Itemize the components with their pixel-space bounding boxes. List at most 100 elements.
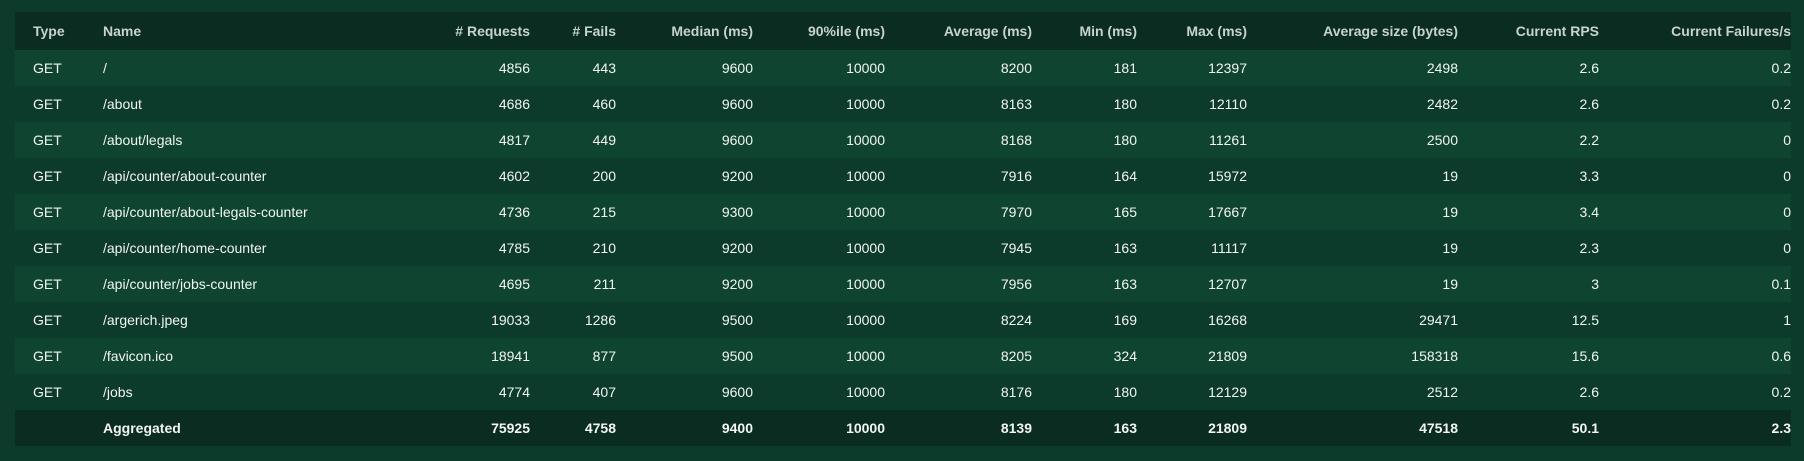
cell-median: 9200 — [721, 276, 753, 292]
column-header-median[interactable]: Median (ms) — [671, 23, 753, 39]
cell-p90: 10000 — [846, 276, 885, 292]
cell-avg-size: 2500 — [1426, 132, 1458, 148]
cell-min: 165 — [1113, 204, 1137, 220]
cell-min: 164 — [1113, 168, 1137, 184]
table-row: GET/api/counter/jobs-counter 4695 211 9200 1… — [15, 266, 1791, 302]
cell-current-rps: 2.3 — [1579, 240, 1599, 256]
cell-min: 163 — [1113, 240, 1137, 256]
table-header-row: Type Name # Requests # Fails Median (ms) 90%i… — [15, 12, 1791, 50]
cell-type: GET — [33, 132, 62, 148]
cell-median: 9200 — [721, 168, 753, 184]
cell-fails: 211 — [593, 276, 616, 292]
cell-max: 17667 — [1208, 204, 1247, 220]
cell-p90: 10000 — [846, 240, 885, 256]
column-header-current-failures[interactable]: Current Failures/s — [1671, 23, 1791, 39]
cell-type: GET — [33, 240, 62, 256]
table-row: GET/api/counter/about-legals-counter 4736… — [15, 194, 1791, 230]
cell-p90: 10000 — [846, 60, 885, 76]
table-row: GET/about/legals 4817 449 9600 10000 8168 180 1… — [15, 122, 1791, 158]
column-header-p90[interactable]: 90%ile (ms) — [807, 23, 885, 39]
cell-average: 7970 — [1000, 204, 1032, 220]
aggregated-type — [15, 410, 103, 446]
cell-average: 7945 — [1000, 240, 1032, 256]
cell-requests: 18941 — [491, 348, 530, 364]
cell-current-rps: 2.6 — [1579, 96, 1599, 112]
column-header-current-rps[interactable]: Current RPS — [1515, 23, 1599, 39]
cell-median: 9600 — [721, 96, 753, 112]
cell-min: 180 — [1113, 132, 1137, 148]
cell-avg-size: 19 — [1442, 240, 1458, 256]
cell-p90: 10000 — [846, 204, 885, 220]
cell-min: 163 — [1113, 276, 1137, 292]
aggregated-average: 8139 — [1000, 420, 1032, 436]
cell-fails: 1286 — [584, 312, 616, 328]
column-header-requests[interactable]: # Requests — [455, 23, 530, 39]
cell-type: GET — [33, 384, 62, 400]
cell-requests: 4856 — [498, 60, 530, 76]
column-header-max[interactable]: Max (ms) — [1186, 23, 1247, 39]
cell-average: 8168 — [1000, 132, 1032, 148]
cell-type: GET — [33, 348, 62, 364]
cell-current-failures: 0 — [1783, 204, 1791, 220]
cell-median: 9500 — [721, 312, 753, 328]
cell-current-failures: 0 — [1783, 168, 1791, 184]
cell-median: 9200 — [721, 240, 753, 256]
cell-min: 169 — [1113, 312, 1137, 328]
column-header-fails[interactable]: # Fails — [572, 23, 616, 39]
column-header-average[interactable]: Average (ms) — [943, 23, 1032, 39]
column-header-name[interactable]: Name — [103, 23, 142, 39]
table-row: GET/jobs 4774 407 9600 10000 8176 180 12129 2512… — [15, 374, 1791, 410]
cell-avg-size: 158318 — [1411, 348, 1458, 364]
cell-max: 12110 — [1209, 96, 1247, 112]
table-row: GET/argerich.jpeg 19033 1286 9500 10000 8224 1… — [15, 302, 1791, 338]
cell-fails: 443 — [592, 60, 616, 76]
column-header-type[interactable]: Type — [33, 23, 65, 39]
cell-median: 9500 — [721, 348, 753, 364]
aggregated-p90: 10000 — [846, 420, 885, 436]
cell-fails: 200 — [592, 168, 616, 184]
stats-panel: Type Name # Requests # Fails Median (ms) 90%i… — [15, 12, 1791, 446]
cell-type: GET — [33, 60, 62, 76]
column-header-avg-size[interactable]: Average size (bytes) — [1323, 23, 1458, 39]
cell-fails: 210 — [592, 240, 616, 256]
cell-name: /argerich.jpeg — [103, 312, 188, 328]
cell-requests: 4817 — [498, 132, 530, 148]
cell-requests: 4785 — [498, 240, 530, 256]
cell-current-rps: 3.4 — [1579, 204, 1599, 220]
table-row: GET/favicon.ico 18941 877 9500 10000 8205 324 2… — [15, 338, 1791, 374]
cell-p90: 10000 — [846, 348, 885, 364]
cell-min: 180 — [1113, 96, 1137, 112]
cell-p90: 10000 — [846, 312, 885, 328]
aggregated-fails: 4758 — [584, 420, 616, 436]
cell-current-rps: 15.6 — [1571, 348, 1599, 364]
cell-fails: 215 — [592, 204, 616, 220]
cell-median: 9600 — [721, 132, 753, 148]
cell-current-rps: 2.6 — [1579, 384, 1599, 400]
cell-requests: 4686 — [498, 96, 530, 112]
table-row: GET/api/counter/about-counter 4602 200 9200… — [15, 158, 1791, 194]
cell-current-failures: 0.2 — [1771, 60, 1791, 76]
cell-max: 21809 — [1208, 348, 1247, 364]
cell-min: 324 — [1113, 348, 1137, 364]
cell-requests: 4602 — [498, 168, 530, 184]
cell-p90: 10000 — [846, 168, 885, 184]
cell-type: GET — [33, 276, 62, 292]
cell-name: /api/counter/home-counter — [103, 240, 267, 256]
cell-name: /api/counter/about-counter — [103, 168, 267, 184]
column-header-min[interactable]: Min (ms) — [1079, 23, 1137, 39]
cell-p90: 10000 — [846, 384, 885, 400]
cell-fails: 449 — [592, 132, 616, 148]
cell-avg-size: 19 — [1442, 204, 1458, 220]
cell-requests: 4736 — [498, 204, 530, 220]
cell-requests: 19033 — [491, 312, 530, 328]
aggregated-max: 21809 — [1208, 420, 1247, 436]
cell-average: 8200 — [1000, 60, 1032, 76]
cell-avg-size: 2512 — [1426, 384, 1458, 400]
aggregated-requests: 75925 — [491, 420, 530, 436]
cell-average: 7956 — [1000, 276, 1032, 292]
cell-fails: 877 — [592, 348, 616, 364]
cell-average: 8205 — [1000, 348, 1032, 364]
cell-type: GET — [33, 96, 62, 112]
cell-requests: 4774 — [498, 384, 530, 400]
cell-current-failures: 0.6 — [1771, 348, 1791, 364]
